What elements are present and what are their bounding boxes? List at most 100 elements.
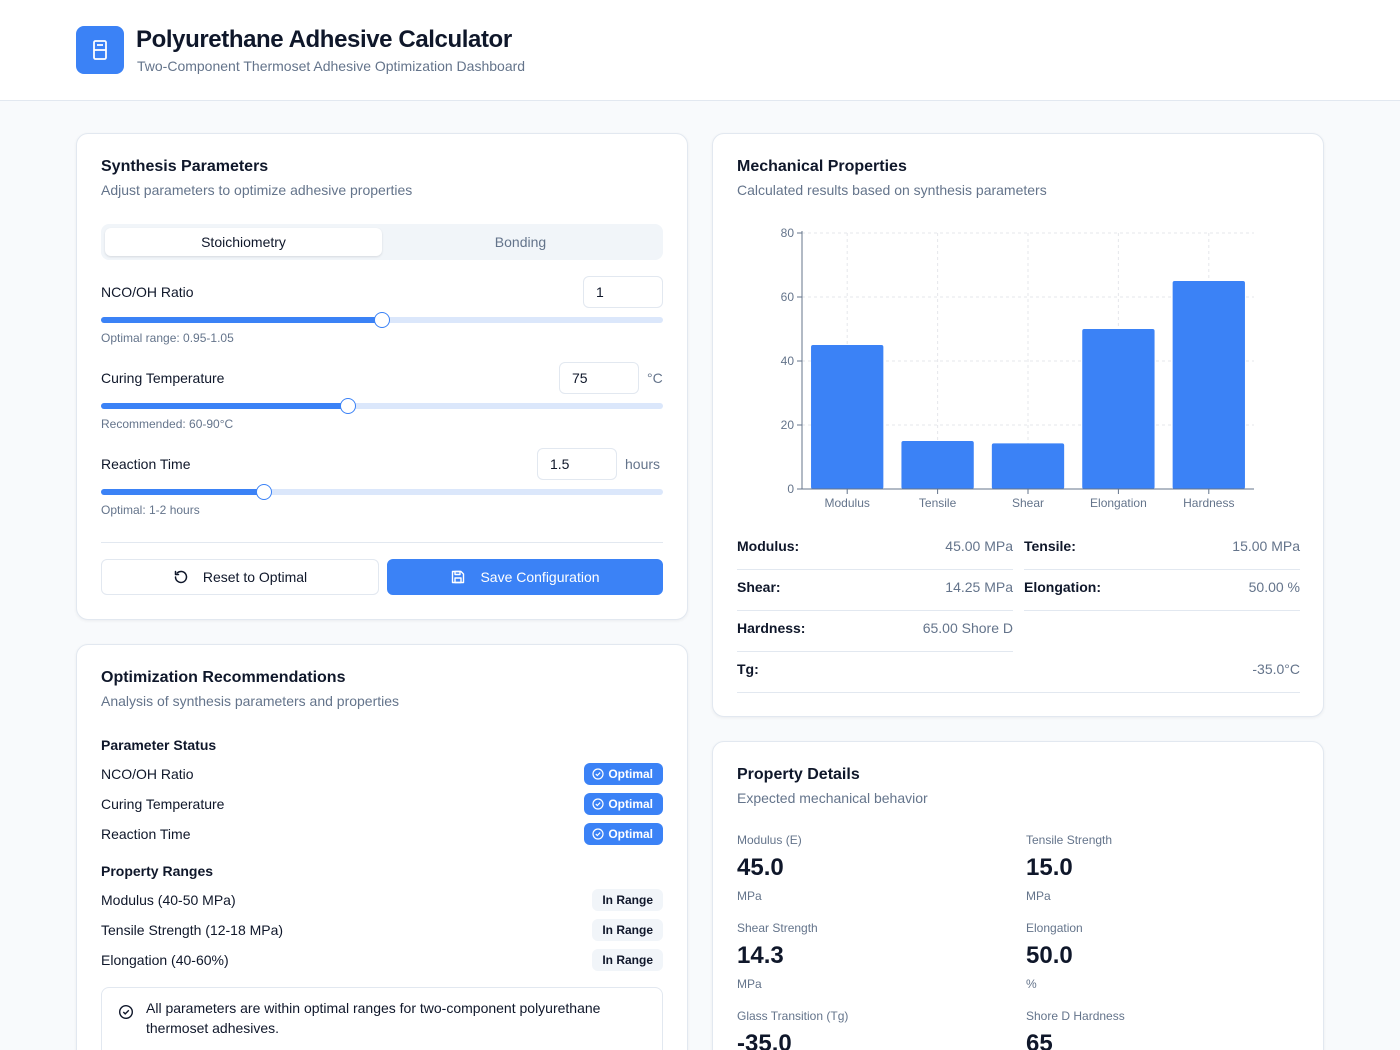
x-tick-label: Elongation	[1090, 496, 1147, 510]
divider	[101, 542, 663, 543]
detail-value: 65	[1026, 1030, 1053, 1050]
detail-value: 15.0	[1026, 854, 1073, 881]
slider-fill	[101, 403, 349, 409]
property-hardness: Hardness: 65.00 Shore D	[737, 611, 1013, 652]
slider-thumb[interactable]	[374, 312, 390, 328]
range-row-label: Elongation (40-60%)	[101, 952, 229, 968]
reset-to-optimal-button[interactable]: Reset to Optimal	[101, 559, 379, 595]
property-elongation: Elongation: 50.00 %	[1024, 570, 1300, 611]
reaction-time-input[interactable]	[537, 448, 617, 480]
nco-oh-slider[interactable]	[101, 312, 663, 328]
card-subtitle: Expected mechanical behavior	[737, 790, 928, 806]
check-circle-icon	[592, 798, 604, 810]
property-value: 50.00 %	[1248, 579, 1300, 595]
bar-tensile	[901, 441, 974, 489]
check-circle-icon	[118, 1004, 134, 1020]
detail-label: Tensile Strength	[1026, 833, 1113, 847]
range-badge: In Range	[592, 919, 663, 941]
mechanical-properties-card: Mechanical Properties Calculated results…	[712, 133, 1324, 717]
bar-hardness	[1172, 281, 1245, 489]
save-button-label: Save Configuration	[480, 569, 600, 585]
range-row-label: Modulus (40-50 MPa)	[101, 892, 236, 908]
status-badge: Optimal	[584, 823, 663, 845]
card-subtitle: Calculated results based on synthesis pa…	[737, 182, 1047, 198]
x-tick-label: Tensile	[919, 496, 957, 510]
curing-temperature-input[interactable]	[559, 362, 639, 394]
status-row-label: Reaction Time	[101, 826, 191, 842]
detail-unit: %	[1026, 977, 1037, 991]
parameter-status-heading: Parameter Status	[101, 737, 217, 753]
property-value: 14.25 MPa	[945, 579, 1013, 595]
detail-label: Shore D Hardness	[1026, 1009, 1125, 1023]
x-tick-label: Modulus	[825, 496, 870, 510]
property-key: Tg:	[737, 661, 759, 677]
x-tick-label: Shear	[1012, 496, 1044, 510]
property-key: Tensile:	[1024, 538, 1076, 554]
check-circle-icon	[592, 768, 604, 780]
status-row-label: NCO/OH Ratio	[101, 766, 194, 782]
badge-label: Optimal	[608, 827, 653, 841]
slider-thumb[interactable]	[255, 484, 272, 500]
detail-value: 45.0	[737, 854, 784, 881]
detail-label: Modulus (E)	[737, 833, 802, 847]
reaction-time-label: Reaction Time	[101, 456, 191, 472]
property-tg: Tg: -35.0°C	[737, 652, 1300, 693]
app-header: Polyurethane Adhesive Calculator Two-Com…	[0, 0, 1400, 101]
reset-icon	[174, 570, 188, 584]
save-configuration-button[interactable]: Save Configuration	[387, 559, 663, 595]
tab-stoichiometry[interactable]: Stoichiometry	[105, 228, 382, 256]
range-badge: In Range	[592, 949, 663, 971]
bar-shear	[991, 443, 1065, 489]
detail-unit: MPa	[737, 977, 762, 991]
app-title: Polyurethane Adhesive Calculator	[136, 26, 512, 53]
y-tick-label: 20	[781, 418, 795, 432]
x-tick-label: Hardness	[1183, 496, 1234, 510]
card-subtitle: Analysis of synthesis parameters and pro…	[101, 693, 400, 709]
flask-icon	[76, 26, 124, 74]
reaction-time-hint: Optimal: 1-2 hours	[101, 503, 200, 517]
slider-fill	[101, 317, 382, 323]
property-value: -35.0°C	[1252, 661, 1300, 677]
property-key: Modulus:	[737, 538, 800, 554]
optimization-recommendations-card: Optimization Recommendations Analysis of…	[76, 644, 688, 1050]
detail-label: Glass Transition (Tg)	[737, 1009, 849, 1023]
status-alert: All parameters are within optimal ranges…	[101, 987, 663, 1050]
detail-label: Shear Strength	[737, 921, 818, 935]
property-key: Elongation:	[1024, 579, 1101, 595]
bar-elongation	[1082, 329, 1155, 489]
reset-button-label: Reset to Optimal	[202, 569, 308, 585]
nco-oh-label: NCO/OH Ratio	[101, 284, 194, 300]
detail-unit: MPa	[737, 889, 762, 903]
status-badge: Optimal	[584, 763, 663, 785]
status-badge: Optimal	[584, 793, 663, 815]
property-shear: Shear: 14.25 MPa	[737, 570, 1013, 611]
app-subtitle: Two-Component Thermoset Adhesive Optimiz…	[137, 58, 526, 74]
status-row-label: Curing Temperature	[101, 796, 225, 812]
mechanical-properties-chart: 0 20 40 60 80 Modulus Tensile Shear Elongation Ha…	[781, 226, 1254, 510]
card-subtitle: Adjust parameters to optimize adhesive p…	[101, 182, 413, 198]
card-title: Optimization Recommendations	[101, 669, 346, 686]
property-value: 45.00 MPa	[945, 538, 1013, 554]
save-icon	[452, 570, 465, 584]
card-title: Property Details	[737, 766, 860, 783]
check-circle-icon	[592, 828, 604, 840]
reaction-time-slider[interactable]	[101, 484, 663, 500]
detail-value: 14.3	[737, 942, 784, 969]
detail-unit: MPa	[1026, 889, 1051, 903]
reaction-time-unit: hours	[625, 456, 661, 472]
alert-text: All parameters are within optimal ranges…	[146, 1000, 601, 1036]
property-modulus: Modulus: 45.00 MPa	[737, 529, 1013, 570]
slider-thumb[interactable]	[340, 398, 357, 414]
parameter-tabs: Stoichiometry Bonding	[101, 224, 663, 260]
y-tick-label: 60	[781, 290, 795, 304]
tab-bonding[interactable]: Bonding	[494, 234, 547, 250]
curing-temperature-slider[interactable]	[101, 398, 663, 414]
detail-value: 50.0	[1026, 942, 1073, 969]
bar-modulus	[811, 345, 884, 489]
curing-temperature-label: Curing Temperature	[101, 370, 225, 386]
nco-oh-input[interactable]	[583, 276, 663, 308]
property-key: Shear:	[737, 579, 781, 595]
card-title: Mechanical Properties	[737, 158, 907, 175]
range-badge: In Range	[592, 889, 663, 911]
property-details-card: Property Details Expected mechanical beh…	[712, 741, 1324, 1050]
